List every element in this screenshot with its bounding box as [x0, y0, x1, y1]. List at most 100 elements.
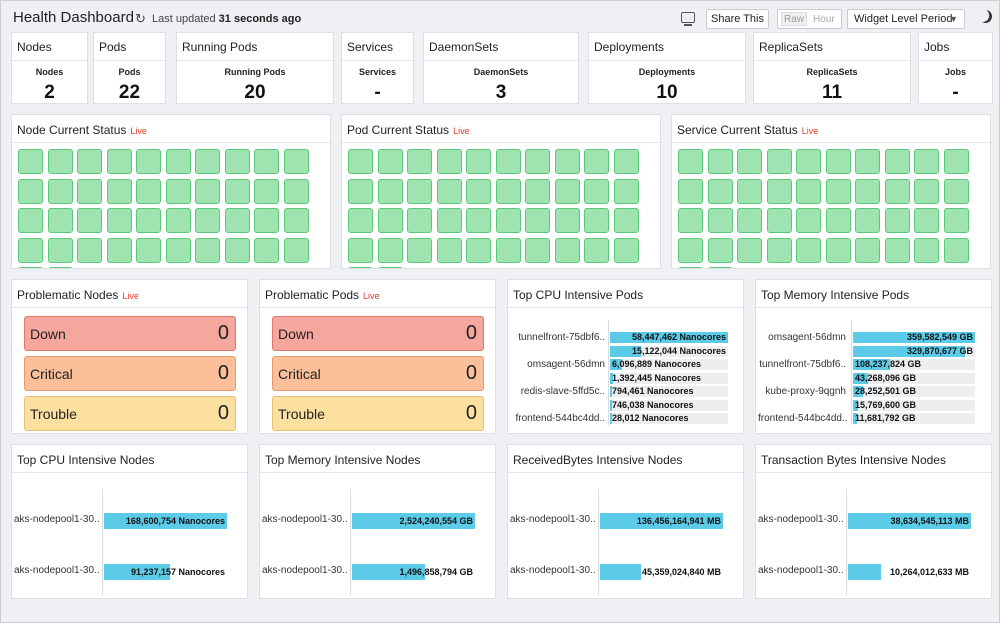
status-tile[interactable]: [18, 149, 43, 174]
status-tile[interactable]: [18, 237, 43, 263]
status-tile[interactable]: [613, 237, 639, 263]
status-tile[interactable]: [377, 208, 403, 233]
bar-track[interactable]: 1,392,445 Nanocores: [610, 372, 728, 384]
status-tile[interactable]: [613, 149, 639, 174]
tv-mode-icon[interactable]: [681, 12, 695, 26]
status-tile[interactable]: [943, 149, 969, 174]
status-tile[interactable]: [525, 178, 550, 204]
status-tile[interactable]: [136, 208, 161, 233]
status-tile[interactable]: [825, 178, 851, 204]
status-tile[interactable]: [466, 208, 491, 233]
bar-track[interactable]: 10,264,012,633 MB: [848, 564, 971, 580]
status-tile[interactable]: [737, 237, 762, 263]
dark-mode-icon[interactable]: [977, 8, 994, 25]
status-tile[interactable]: [884, 178, 910, 204]
bar-track[interactable]: 28,252,501 GB: [853, 386, 975, 397]
status-tile[interactable]: [377, 267, 403, 268]
bar-track[interactable]: 359,582,549 GB: [853, 332, 975, 343]
status-tile[interactable]: [554, 208, 580, 233]
status-tile[interactable]: [106, 237, 132, 263]
status-tile[interactable]: [377, 149, 403, 174]
status-tile[interactable]: [283, 178, 309, 204]
status-tile[interactable]: [47, 267, 73, 268]
status-tile[interactable]: [825, 149, 851, 174]
status-tile[interactable]: [436, 208, 462, 233]
status-tile[interactable]: [283, 149, 309, 174]
status-tile[interactable]: [495, 178, 521, 204]
status-tile[interactable]: [106, 149, 132, 174]
status-tile[interactable]: [77, 208, 102, 233]
hour-option[interactable]: Hour: [813, 14, 835, 25]
status-tile[interactable]: [707, 267, 733, 268]
status-tile[interactable]: [47, 149, 73, 174]
status-tile[interactable]: [855, 237, 880, 263]
status-tile[interactable]: [283, 208, 309, 233]
status-tile[interactable]: [707, 208, 733, 233]
status-tile[interactable]: [855, 208, 880, 233]
status-tile[interactable]: [77, 178, 102, 204]
count-card[interactable]: Jobs Jobs -: [918, 32, 993, 104]
bar-track[interactable]: 58,447,462 Nanocores: [610, 332, 728, 343]
status-tile[interactable]: [407, 149, 432, 174]
status-tile[interactable]: [348, 178, 373, 204]
status-tile[interactable]: [283, 237, 309, 263]
status-tile[interactable]: [254, 178, 279, 204]
status-tile[interactable]: [495, 149, 521, 174]
status-tile[interactable]: [943, 208, 969, 233]
status-tile[interactable]: [165, 237, 191, 263]
status-tile[interactable]: [77, 149, 102, 174]
bar-track[interactable]: 746,038 Nanocores: [610, 399, 728, 411]
bar-track[interactable]: 45,359,024,840 MB: [600, 564, 723, 580]
trouble-status-box[interactable]: Trouble 0: [272, 396, 484, 431]
status-tile[interactable]: [407, 208, 432, 233]
bar-track[interactable]: 43,268,096 GB: [853, 372, 975, 384]
status-tile[interactable]: [584, 178, 609, 204]
bar-track[interactable]: 6,096,889 Nanocores: [610, 359, 728, 370]
status-tile[interactable]: [678, 149, 703, 174]
status-tile[interactable]: [678, 208, 703, 233]
status-tile[interactable]: [737, 149, 762, 174]
status-tile[interactable]: [224, 178, 250, 204]
status-tile[interactable]: [766, 208, 792, 233]
status-tile[interactable]: [766, 149, 792, 174]
status-tile[interactable]: [348, 237, 373, 263]
status-tile[interactable]: [914, 178, 939, 204]
bar-track[interactable]: 1,496,858,794 GB: [352, 564, 475, 580]
count-card[interactable]: Services Services -: [341, 32, 414, 104]
critical-status-box[interactable]: Critical 0: [24, 356, 236, 391]
status-tile[interactable]: [165, 178, 191, 204]
status-tile[interactable]: [106, 208, 132, 233]
status-tile[interactable]: [884, 149, 910, 174]
status-tile[interactable]: [525, 208, 550, 233]
status-tile[interactable]: [195, 178, 220, 204]
status-tile[interactable]: [377, 178, 403, 204]
bar-track[interactable]: 28,012 Nanocores: [610, 413, 728, 424]
status-tile[interactable]: [466, 178, 491, 204]
bar-track[interactable]: 168,600,754 Nanocores: [104, 513, 227, 529]
status-tile[interactable]: [136, 237, 161, 263]
status-tile[interactable]: [554, 149, 580, 174]
status-tile[interactable]: [136, 149, 161, 174]
status-tile[interactable]: [466, 149, 491, 174]
bar-track[interactable]: 2,524,240,554 GB: [352, 513, 475, 529]
status-tile[interactable]: [737, 178, 762, 204]
raw-hour-toggle[interactable]: Raw Hour: [777, 9, 842, 29]
status-tile[interactable]: [495, 237, 521, 263]
bar-track[interactable]: 136,456,164,941 MB: [600, 513, 723, 529]
status-tile[interactable]: [943, 178, 969, 204]
bar-track[interactable]: 329,870,677 GB: [853, 345, 975, 357]
count-card[interactable]: Deployments Deployments 10: [588, 32, 746, 104]
status-tile[interactable]: [47, 237, 73, 263]
bar-track[interactable]: 794,461 Nanocores: [610, 386, 728, 397]
status-tile[interactable]: [796, 178, 821, 204]
count-card[interactable]: Pods Pods 22: [93, 32, 166, 104]
refresh-icon[interactable]: ↻: [135, 11, 146, 26]
trouble-status-box[interactable]: Trouble 0: [24, 396, 236, 431]
status-tile[interactable]: [106, 178, 132, 204]
count-card[interactable]: ReplicaSets ReplicaSets 11: [753, 32, 911, 104]
status-tile[interactable]: [884, 237, 910, 263]
status-tile[interactable]: [554, 178, 580, 204]
status-tile[interactable]: [678, 178, 703, 204]
status-tile[interactable]: [796, 237, 821, 263]
status-tile[interactable]: [943, 237, 969, 263]
